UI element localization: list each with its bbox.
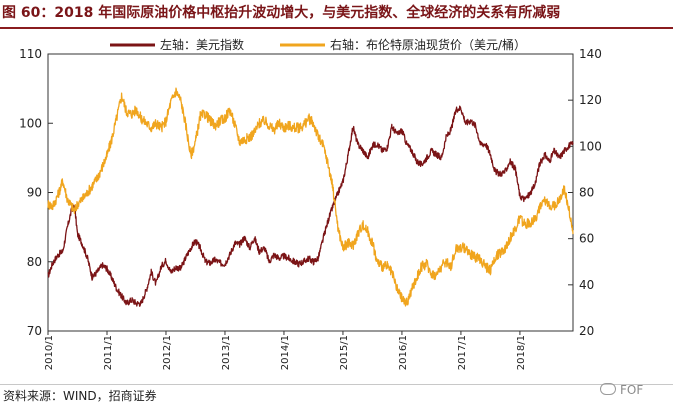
x-tick-label: 2017/1 [457,335,468,370]
title-rule [0,27,673,29]
right-tick-label: 140 [579,47,602,61]
x-axis-ticks: 2010/1 2011/1 2012/1 2013/1 2014/1 2015/1 2016… [44,331,527,370]
watermark: FOF [600,381,643,399]
footer-rule [0,384,673,385]
figure-title: 图 60：2018 年国际原油价格中枢抬升波动增大，与美元指数、全球经济的关系有… [2,5,561,21]
right-axis-ticks: 20 40 60 80 100 120 140 [568,47,602,338]
legend-label-oil: 右轴：布伦特原油现货价（美元/桶） [330,37,526,52]
legend: 左轴：美元指数 右轴：布伦特原油现货价（美元/桶） [110,37,526,52]
left-tick-label: 80 [27,255,42,269]
right-tick-label: 60 [579,232,594,246]
right-tick-label: 80 [579,186,594,200]
x-tick-label: 2018/1 [516,335,527,370]
right-tick-label: 100 [579,139,602,153]
right-tick-label: 120 [579,93,602,107]
legend-label-usd: 左轴：美元指数 [160,37,244,52]
x-tick-label: 2010/1 [44,335,55,370]
plot-border [47,53,574,332]
x-tick-label: 2013/1 [221,335,232,370]
wechat-icon [600,383,616,395]
right-tick-label: 20 [579,324,594,338]
plot-frame [47,53,574,332]
x-tick-label: 2015/1 [339,335,350,370]
left-tick-label: 70 [27,324,42,338]
series-layer [47,87,574,307]
x-tick-label: 2011/1 [103,335,114,370]
x-tick-label: 2016/1 [398,335,409,370]
brent-oil-line [47,87,574,307]
usd-index-line [47,105,574,307]
watermark-text: FOF [620,383,644,397]
x-tick-label: 2012/1 [162,335,173,370]
left-tick-label: 90 [27,186,42,200]
x-tick-label: 2014/1 [280,335,291,370]
left-axis-ticks: 70 80 90 100 110 [19,47,53,338]
source-note: 资料来源：WIND，招商证券 [3,389,157,403]
left-tick-label: 100 [19,116,42,130]
right-tick-label: 40 [579,278,594,292]
left-tick-label: 110 [19,47,42,61]
